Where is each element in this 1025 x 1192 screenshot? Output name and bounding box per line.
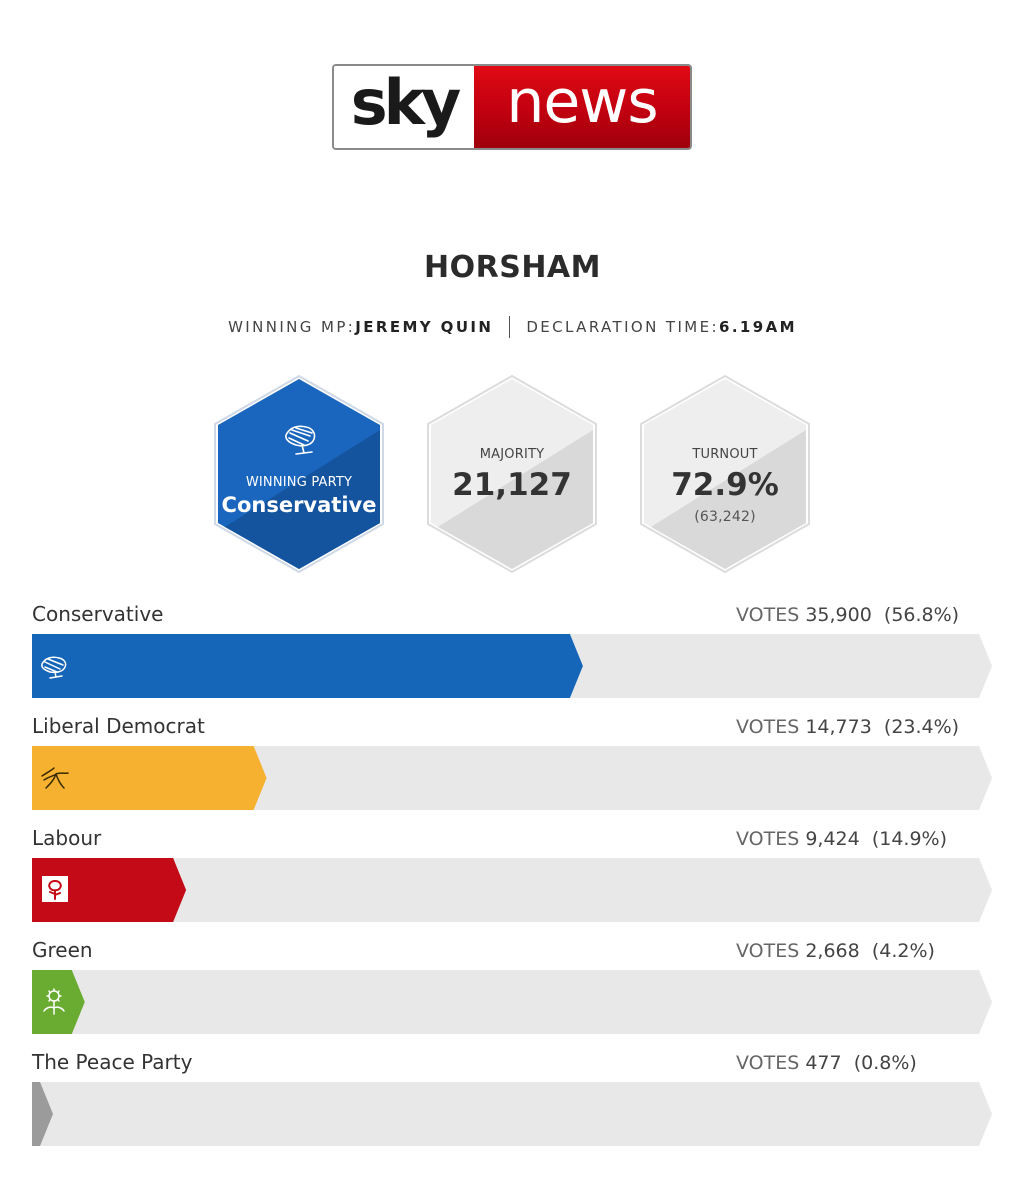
turnout-label: TURNOUT (692, 447, 758, 462)
winning-mp-name: JEREMY QUIN (355, 318, 494, 336)
party-name-conservative: Conservative (32, 602, 164, 626)
majority-value: 21,127 (452, 467, 572, 503)
winning-party-hex: WINNING PARTY Conservative (212, 375, 386, 573)
party-row-green: Green VOTES 2,668 (4.2%) (32, 938, 992, 1034)
party-name-green: Green (32, 938, 93, 962)
logo-news-text: news (474, 66, 690, 148)
turnout-votes: (63,242) (694, 509, 756, 525)
winning-party-name: Conservative (221, 493, 377, 517)
bar-track-labour (32, 858, 992, 922)
votes-label-the-peace-party: VOTES 477 (0.8%) (736, 1052, 917, 1074)
conservative-tree-icon (41, 656, 67, 679)
bar-fill-labour (32, 858, 187, 922)
labour-rose-icon (42, 876, 68, 902)
votes-label-liberal-democrat: VOTES 14,773 (23.4%) (736, 716, 960, 738)
libdem-bird-icon (41, 767, 69, 789)
party-row-labour: Labour VOTES 9,424 (14.9%) (32, 826, 992, 922)
majority-label: MAJORITY (479, 447, 545, 462)
votes-label-labour: VOTES 9,424 (14.9%) (736, 828, 947, 850)
sky-news-logo: sky news (332, 64, 692, 150)
bar-the-peace-party (32, 1082, 992, 1146)
logo-sky-text: sky (334, 66, 474, 148)
bar-fill-liberal-democrat (32, 746, 267, 810)
bar-fill-green (32, 970, 85, 1034)
bar-fill-conservative (32, 634, 583, 698)
bar-conservative (32, 634, 992, 698)
majority-hex: MAJORITY 21,127 (425, 375, 599, 573)
winning-party-label: WINNING PARTY (245, 475, 353, 490)
party-name-labour: Labour (32, 826, 102, 850)
party-name-liberal-democrat: Liberal Democrat (32, 714, 205, 738)
result-meta: WINNING MP: JEREMY QUIN DECLARATION TIME… (0, 316, 1025, 338)
bar-track-the-peace-party (32, 1082, 992, 1146)
votes-label-conservative: VOTES 35,900 (56.8%) (736, 604, 960, 626)
bar-labour (32, 858, 992, 922)
turnout-value: 72.9% (671, 467, 779, 503)
turnout-hex: TURNOUT 72.9% (63,242) (638, 375, 812, 573)
declaration-time-label: DECLARATION TIME: (526, 318, 719, 336)
declaration-time-value: 6.19AM (718, 318, 797, 336)
party-row-conservative: Conservative VOTES 35,900 (56.8%) (32, 602, 992, 698)
conservative-tree-icon (285, 425, 316, 455)
bar-track-green (32, 970, 992, 1034)
bar-green (32, 970, 992, 1034)
bar-track-liberal-democrat (32, 746, 992, 810)
bar-liberal-democrat (32, 746, 992, 810)
winning-mp-label: WINNING MP: (228, 318, 356, 336)
votes-label-green: VOTES 2,668 (4.2%) (736, 940, 935, 962)
party-name-the-peace-party: The Peace Party (32, 1050, 193, 1074)
constituency-title: HORSHAM (424, 250, 601, 285)
green-sunflower-icon (43, 988, 65, 1015)
party-row-the-peace-party: The Peace Party VOTES 477 (0.8%) (32, 1050, 992, 1146)
party-row-liberal-democrat: Liberal Democrat VOTES 14,773 (23.4%) (32, 714, 992, 810)
bar-fill-the-peace-party (32, 1082, 53, 1146)
meta-divider (509, 316, 511, 338)
